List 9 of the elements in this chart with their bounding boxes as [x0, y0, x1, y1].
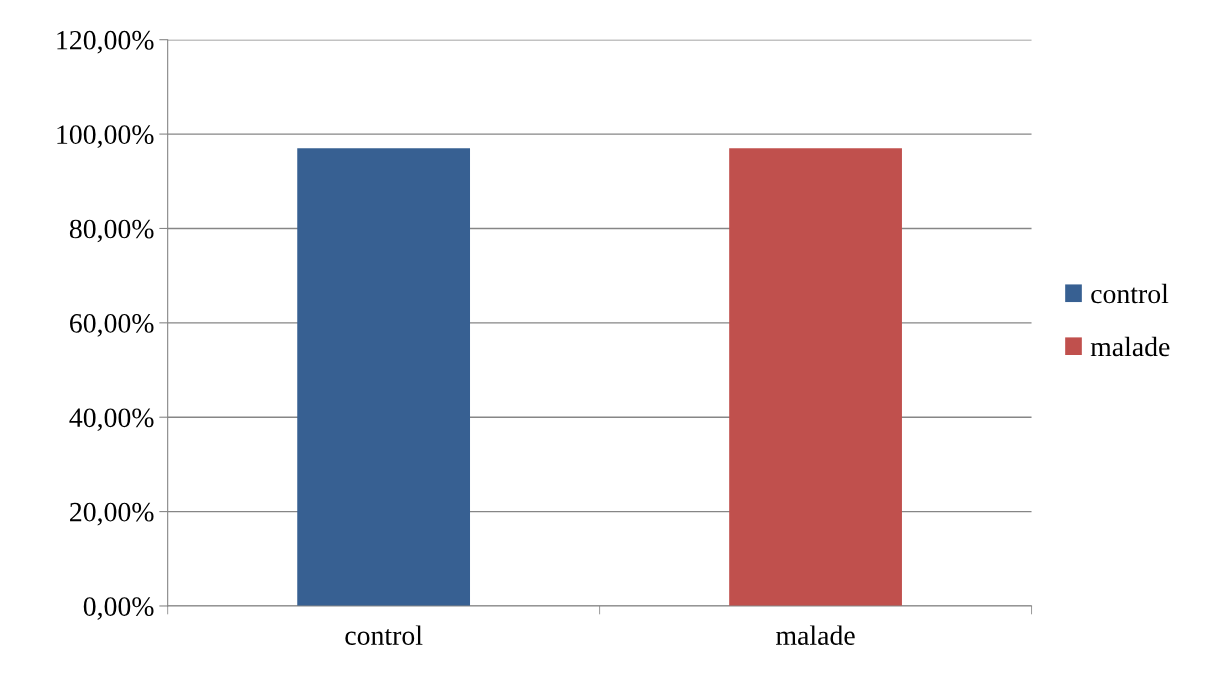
y-tick-label: 40,00%	[69, 408, 154, 432]
y-tick-label: 100,00%	[57, 125, 154, 148]
y-tick-label: 0,00%	[83, 597, 154, 620]
y-tick-label: 60,00%	[70, 314, 154, 337]
legend-label: control	[1091, 283, 1169, 304]
legend-label: malade	[1090, 336, 1170, 357]
y-tick-label: 80,00%	[69, 219, 154, 243]
y-tick-label: 120,00%	[57, 30, 154, 54]
y-tick-label: 20,00%	[70, 502, 154, 526]
